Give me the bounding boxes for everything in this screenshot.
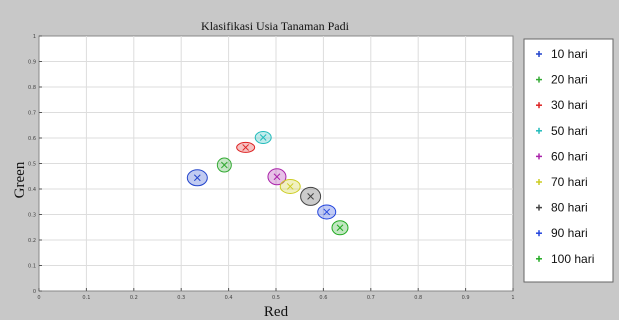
data-point bbox=[216, 157, 232, 173]
y-axis-label: Green bbox=[12, 161, 28, 198]
y-tick-label: 0.2 bbox=[28, 238, 36, 244]
legend-label: 70 hari bbox=[551, 175, 588, 189]
y-tick-label: 1 bbox=[33, 34, 36, 40]
legend-item: 30 hari bbox=[536, 98, 588, 112]
marker-stroke bbox=[220, 161, 228, 169]
x-tick-label: 0.4 bbox=[225, 295, 233, 301]
marker-stroke bbox=[336, 224, 344, 232]
y-tick-label: 0.3 bbox=[28, 213, 36, 219]
data-point bbox=[317, 204, 337, 220]
y-tick-label: 0.6 bbox=[28, 136, 36, 142]
data-point bbox=[279, 178, 301, 194]
legend-item: 20 hari bbox=[536, 73, 588, 87]
data-point bbox=[300, 186, 322, 206]
legend-label: 10 hari bbox=[551, 47, 588, 61]
legend-items: 10 hari 20 hari 30 hari 50 hari 60 hari 70 ha… bbox=[536, 47, 594, 266]
legend-label: 80 hari bbox=[551, 201, 588, 215]
legend-label: 90 hari bbox=[551, 226, 588, 240]
marker-stroke bbox=[259, 134, 267, 141]
y-tick-label: 0.9 bbox=[28, 60, 36, 66]
data-point bbox=[267, 168, 287, 186]
marker-stroke bbox=[273, 173, 281, 181]
x-tick-label: 0.7 bbox=[367, 295, 375, 301]
x-tick-label: 0 bbox=[37, 295, 40, 301]
x-axis-label: Red bbox=[264, 304, 289, 320]
legend-item: 50 hari bbox=[536, 124, 588, 138]
chart-title: Klasifikasi Usia Tanaman Padi bbox=[201, 19, 350, 33]
y-axis-ticks: 0 0.1 0.2 0.3 0.4 0.5 0.6 0.7 0.8 0.9 1 bbox=[28, 34, 42, 295]
x-axis-ticks: 0 0.1 0.2 0.3 0.4 0.5 0.6 0.7 0.8 0.9 1 bbox=[37, 288, 515, 301]
grid-lines bbox=[39, 36, 513, 291]
data-point bbox=[254, 130, 272, 144]
x-tick-label: 0.1 bbox=[82, 295, 90, 301]
legend-label: 60 hari bbox=[551, 149, 588, 163]
y-tick-label: 0.5 bbox=[28, 162, 36, 168]
x-tick-label: 0.3 bbox=[177, 295, 185, 301]
marker-stroke bbox=[323, 208, 331, 216]
y-tick-label: 0.1 bbox=[28, 264, 36, 270]
legend-item: 90 hari bbox=[536, 226, 588, 240]
x-tick-label: 0.2 bbox=[130, 295, 138, 301]
y-tick-label: 0 bbox=[33, 289, 36, 295]
legend-item: 100 hari bbox=[536, 252, 594, 266]
x-tick-label: 1 bbox=[511, 295, 514, 301]
legend-item: 60 hari bbox=[536, 149, 588, 163]
y-tick-label: 0.8 bbox=[28, 85, 36, 91]
x-tick-label: 0.5 bbox=[272, 295, 280, 301]
x-tick-label: 0.8 bbox=[414, 295, 422, 301]
legend-label: 30 hari bbox=[551, 98, 588, 112]
data-point bbox=[236, 141, 256, 153]
x-tick-label: 0.9 bbox=[462, 295, 470, 301]
legend-item: 70 hari bbox=[536, 175, 588, 189]
x-tick-label: 0.6 bbox=[319, 295, 327, 301]
y-tick-label: 0.7 bbox=[28, 111, 36, 117]
legend-item: 80 hari bbox=[536, 201, 588, 215]
data-point bbox=[186, 169, 208, 187]
legend-label: 100 hari bbox=[551, 252, 594, 266]
marker-stroke bbox=[242, 144, 250, 151]
y-tick-label: 0.4 bbox=[28, 187, 36, 193]
marker-stroke bbox=[307, 193, 314, 200]
marker-stroke bbox=[286, 183, 294, 190]
data-point bbox=[331, 220, 349, 236]
legend-item: 10 hari bbox=[536, 47, 588, 61]
legend-label: 50 hari bbox=[551, 124, 588, 138]
data-points bbox=[186, 130, 349, 236]
legend-label: 20 hari bbox=[551, 73, 588, 87]
marker-stroke bbox=[193, 174, 201, 182]
